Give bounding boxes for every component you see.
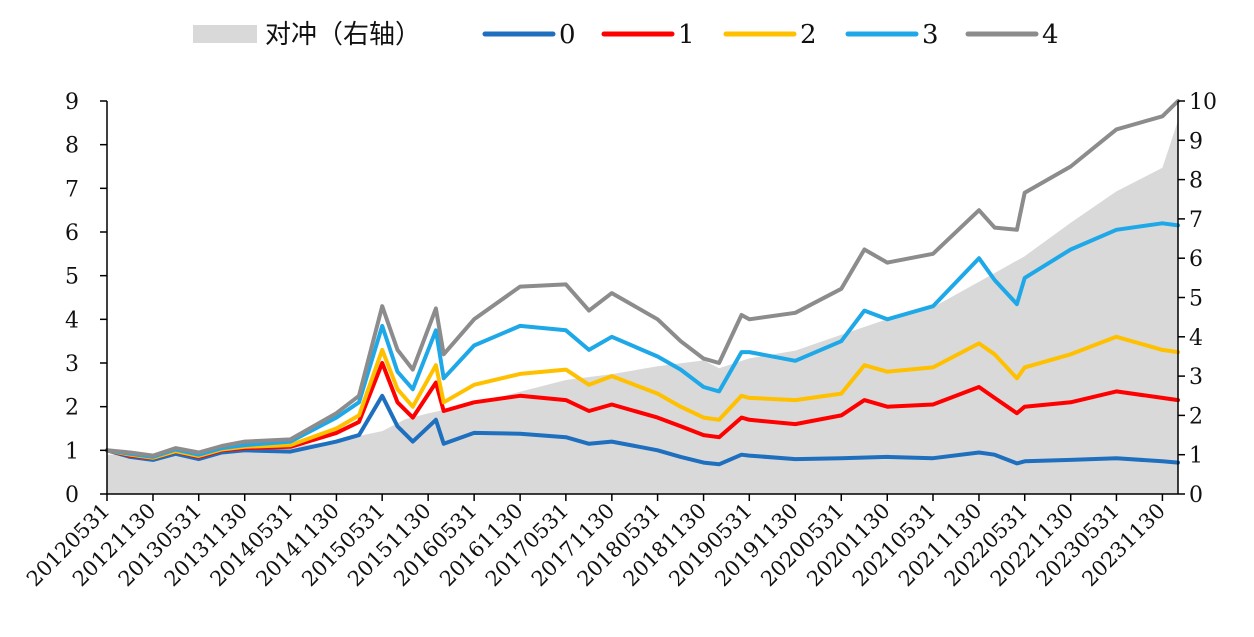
y-right-tick-label: 0	[1189, 483, 1203, 508]
y-left-tick-label: 7	[65, 177, 79, 202]
hedge-area-layer	[107, 120, 1178, 494]
y-right-tick-label: 6	[1189, 247, 1203, 272]
legend-swatch-area	[193, 25, 257, 43]
y-left-tick-label: 1	[65, 439, 79, 464]
y-left-tick-label: 4	[65, 308, 79, 333]
y-right-tick-label: 1	[1189, 444, 1203, 469]
legend: 对冲（右轴） 0 1 2 3 4	[193, 20, 1059, 50]
y-left-tick-label: 9	[65, 90, 79, 115]
y-right-tick-label: 2	[1189, 404, 1203, 429]
y-right-tick-label: 8	[1189, 169, 1203, 194]
y-left-tick-label: 5	[65, 265, 79, 290]
series-line-3	[105, 221, 1180, 459]
y-right-tick-label: 4	[1189, 326, 1203, 351]
y-left-tick-label: 6	[65, 221, 79, 246]
y-left-tick-label: 8	[65, 134, 79, 159]
legend-label: 4	[1042, 20, 1059, 50]
y-left-tick-label: 0	[65, 483, 79, 508]
legend-label: 3	[922, 20, 939, 50]
legend-label: 2	[800, 20, 817, 50]
legend-label: 0	[559, 20, 576, 50]
legend-label: 1	[678, 20, 695, 50]
series-area-hedge	[107, 120, 1178, 494]
y-left-tick-label: 2	[65, 396, 79, 421]
y-right-tick-label: 3	[1189, 365, 1203, 390]
series-lines-layer	[105, 99, 1180, 467]
y-right-tick-label: 5	[1189, 287, 1203, 312]
y-right-tick-label: 7	[1189, 208, 1203, 233]
y-right-tick-label: 9	[1189, 129, 1203, 154]
series-line-4	[105, 99, 1180, 458]
series-line-0	[105, 393, 1180, 467]
y-left-tick-label: 3	[65, 352, 79, 377]
series-line-2	[105, 334, 1180, 460]
legend-label: 对冲（右轴）	[265, 20, 421, 50]
y-right-tick-label: 10	[1189, 90, 1217, 115]
